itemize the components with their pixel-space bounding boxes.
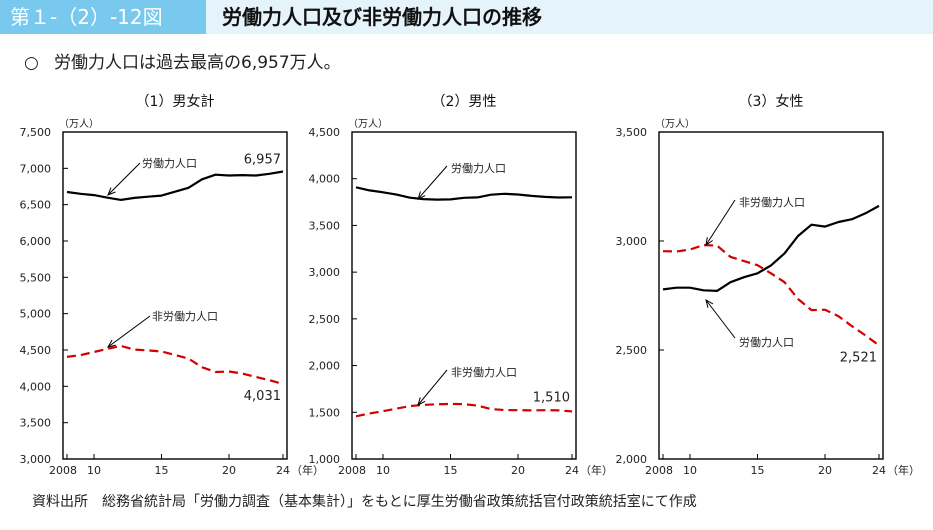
callout-line-2 <box>417 369 448 406</box>
x-tick-label-1: 10 <box>87 464 101 477</box>
x-tick-label-1: 15 <box>155 464 169 477</box>
callout-arrowhead-3 <box>705 298 714 308</box>
series-label-3: 労働力人口 <box>739 335 794 349</box>
source-note: 資料出所 総務省統計局「労働力調査（基本集計）」をもとに厚生労働省政策統括官付政… <box>32 494 697 510</box>
series-label-1: 非労働力人口 <box>152 309 218 323</box>
y-tick-label-2: 2,000 <box>309 360 341 373</box>
plot-frame-2 <box>351 131 577 460</box>
series-line-labor-3 <box>662 204 880 292</box>
series-label-3: 非労働力人口 <box>739 195 805 209</box>
callout-line-2 <box>417 165 448 200</box>
header-bar: 第１-（2）-12図 労働力人口及び非労働力人口の推移 <box>0 0 933 38</box>
callout-line-1 <box>107 162 141 196</box>
x-tick-label-3: 15 <box>751 464 765 477</box>
end-value-label-2: 1,510 <box>533 390 570 405</box>
x-tick-label-2: 24 <box>565 464 579 477</box>
y-unit-label-3: （万人） <box>655 118 695 130</box>
series-line-labor-1 <box>66 170 284 201</box>
note-bullet: ○ <box>24 53 39 73</box>
callout-arrowhead-3 <box>705 237 713 247</box>
y-tick-label-3: 2,500 <box>616 344 648 357</box>
x-tick-label-3: 10 <box>683 464 697 477</box>
end-value-label-3: 2,521 <box>840 350 877 365</box>
callout-line-3 <box>705 299 736 339</box>
y-tick-label-1: 4,500 <box>20 344 52 357</box>
callout-arrowhead-1 <box>106 339 116 348</box>
y-unit-label-2: （万人） <box>348 118 388 130</box>
y-tick-label-1: 7,000 <box>20 162 52 175</box>
callout-arrowhead-2 <box>417 397 426 406</box>
chart-title-1: （1）男女計 <box>136 93 215 110</box>
x-unit-label-2: （年） <box>580 463 613 477</box>
y-tick-label-1: 4,000 <box>20 380 52 393</box>
note-text: 労働力人口は過去最高の6,957万人。 <box>54 53 341 73</box>
callout-line-3 <box>705 199 736 246</box>
figure-title: 労働力人口及び非労働力人口の推移 <box>206 0 933 34</box>
x-tick-label-2: 20 <box>511 464 525 477</box>
x-unit-label-1: （年） <box>291 463 324 477</box>
y-tick-label-3: 2,000 <box>616 453 648 466</box>
x-tick-label-1: 2008 <box>49 464 77 477</box>
y-tick-label-2: 1,000 <box>309 453 341 466</box>
y-tick-label-1: 3,500 <box>20 417 52 430</box>
y-tick-label-1: 5,000 <box>20 308 52 321</box>
chart-title-2: （2）男性 <box>432 94 497 110</box>
callout-line-1 <box>107 315 151 348</box>
x-tick-label-3: 20 <box>818 464 832 477</box>
summary-note: ○ 労働力人口は過去最高の6,957万人。 <box>24 52 341 74</box>
y-tick-label-2: 4,500 <box>309 126 341 139</box>
end-value-label-1: 6,957 <box>244 152 281 167</box>
callout-arrowhead-1 <box>107 187 116 196</box>
y-tick-label-2: 2,500 <box>309 313 341 326</box>
y-tick-label-2: 3,500 <box>309 219 341 232</box>
x-tick-label-2: 2008 <box>338 464 366 477</box>
series-line-labor-2 <box>355 186 573 201</box>
y-tick-label-2: 3,000 <box>309 266 341 279</box>
y-tick-label-3: 3,000 <box>616 235 648 248</box>
x-tick-label-2: 15 <box>444 464 458 477</box>
y-tick-label-1: 5,500 <box>20 271 52 284</box>
end-value-label-1: 4,031 <box>244 389 281 404</box>
y-unit-label-1: （万人） <box>59 118 99 130</box>
series-label-1: 労働力人口 <box>142 156 197 170</box>
y-tick-label-1: 3,000 <box>20 453 52 466</box>
y-tick-label-1: 7,500 <box>20 126 52 139</box>
callout-arrowhead-2 <box>417 191 426 200</box>
figure-number: 第１-（2）-12図 <box>0 0 206 34</box>
y-tick-label-1: 6,500 <box>20 199 52 212</box>
series-label-2: 労働力人口 <box>451 161 506 175</box>
x-tick-label-2: 10 <box>376 464 390 477</box>
series-line-non-labor-3 <box>662 244 880 347</box>
series-label-2: 非労働力人口 <box>451 365 517 379</box>
y-tick-label-3: 3,500 <box>616 126 648 139</box>
x-unit-label-3: （年） <box>887 463 920 477</box>
y-tick-label-2: 1,500 <box>309 406 341 419</box>
x-tick-label-1: 20 <box>222 464 236 477</box>
series-line-non-labor-2 <box>355 402 573 418</box>
x-tick-label-1: 24 <box>276 464 290 477</box>
series-line-non-labor-1 <box>66 344 284 386</box>
y-tick-label-2: 4,000 <box>309 173 341 186</box>
chart-title-3: （3）女性 <box>739 93 804 110</box>
y-tick-label-1: 6,000 <box>20 235 52 248</box>
plot-frame-1 <box>62 131 288 460</box>
x-tick-label-3: 24 <box>872 464 886 477</box>
x-tick-label-3: 2008 <box>645 464 673 477</box>
plot-frame-3 <box>658 131 884 460</box>
